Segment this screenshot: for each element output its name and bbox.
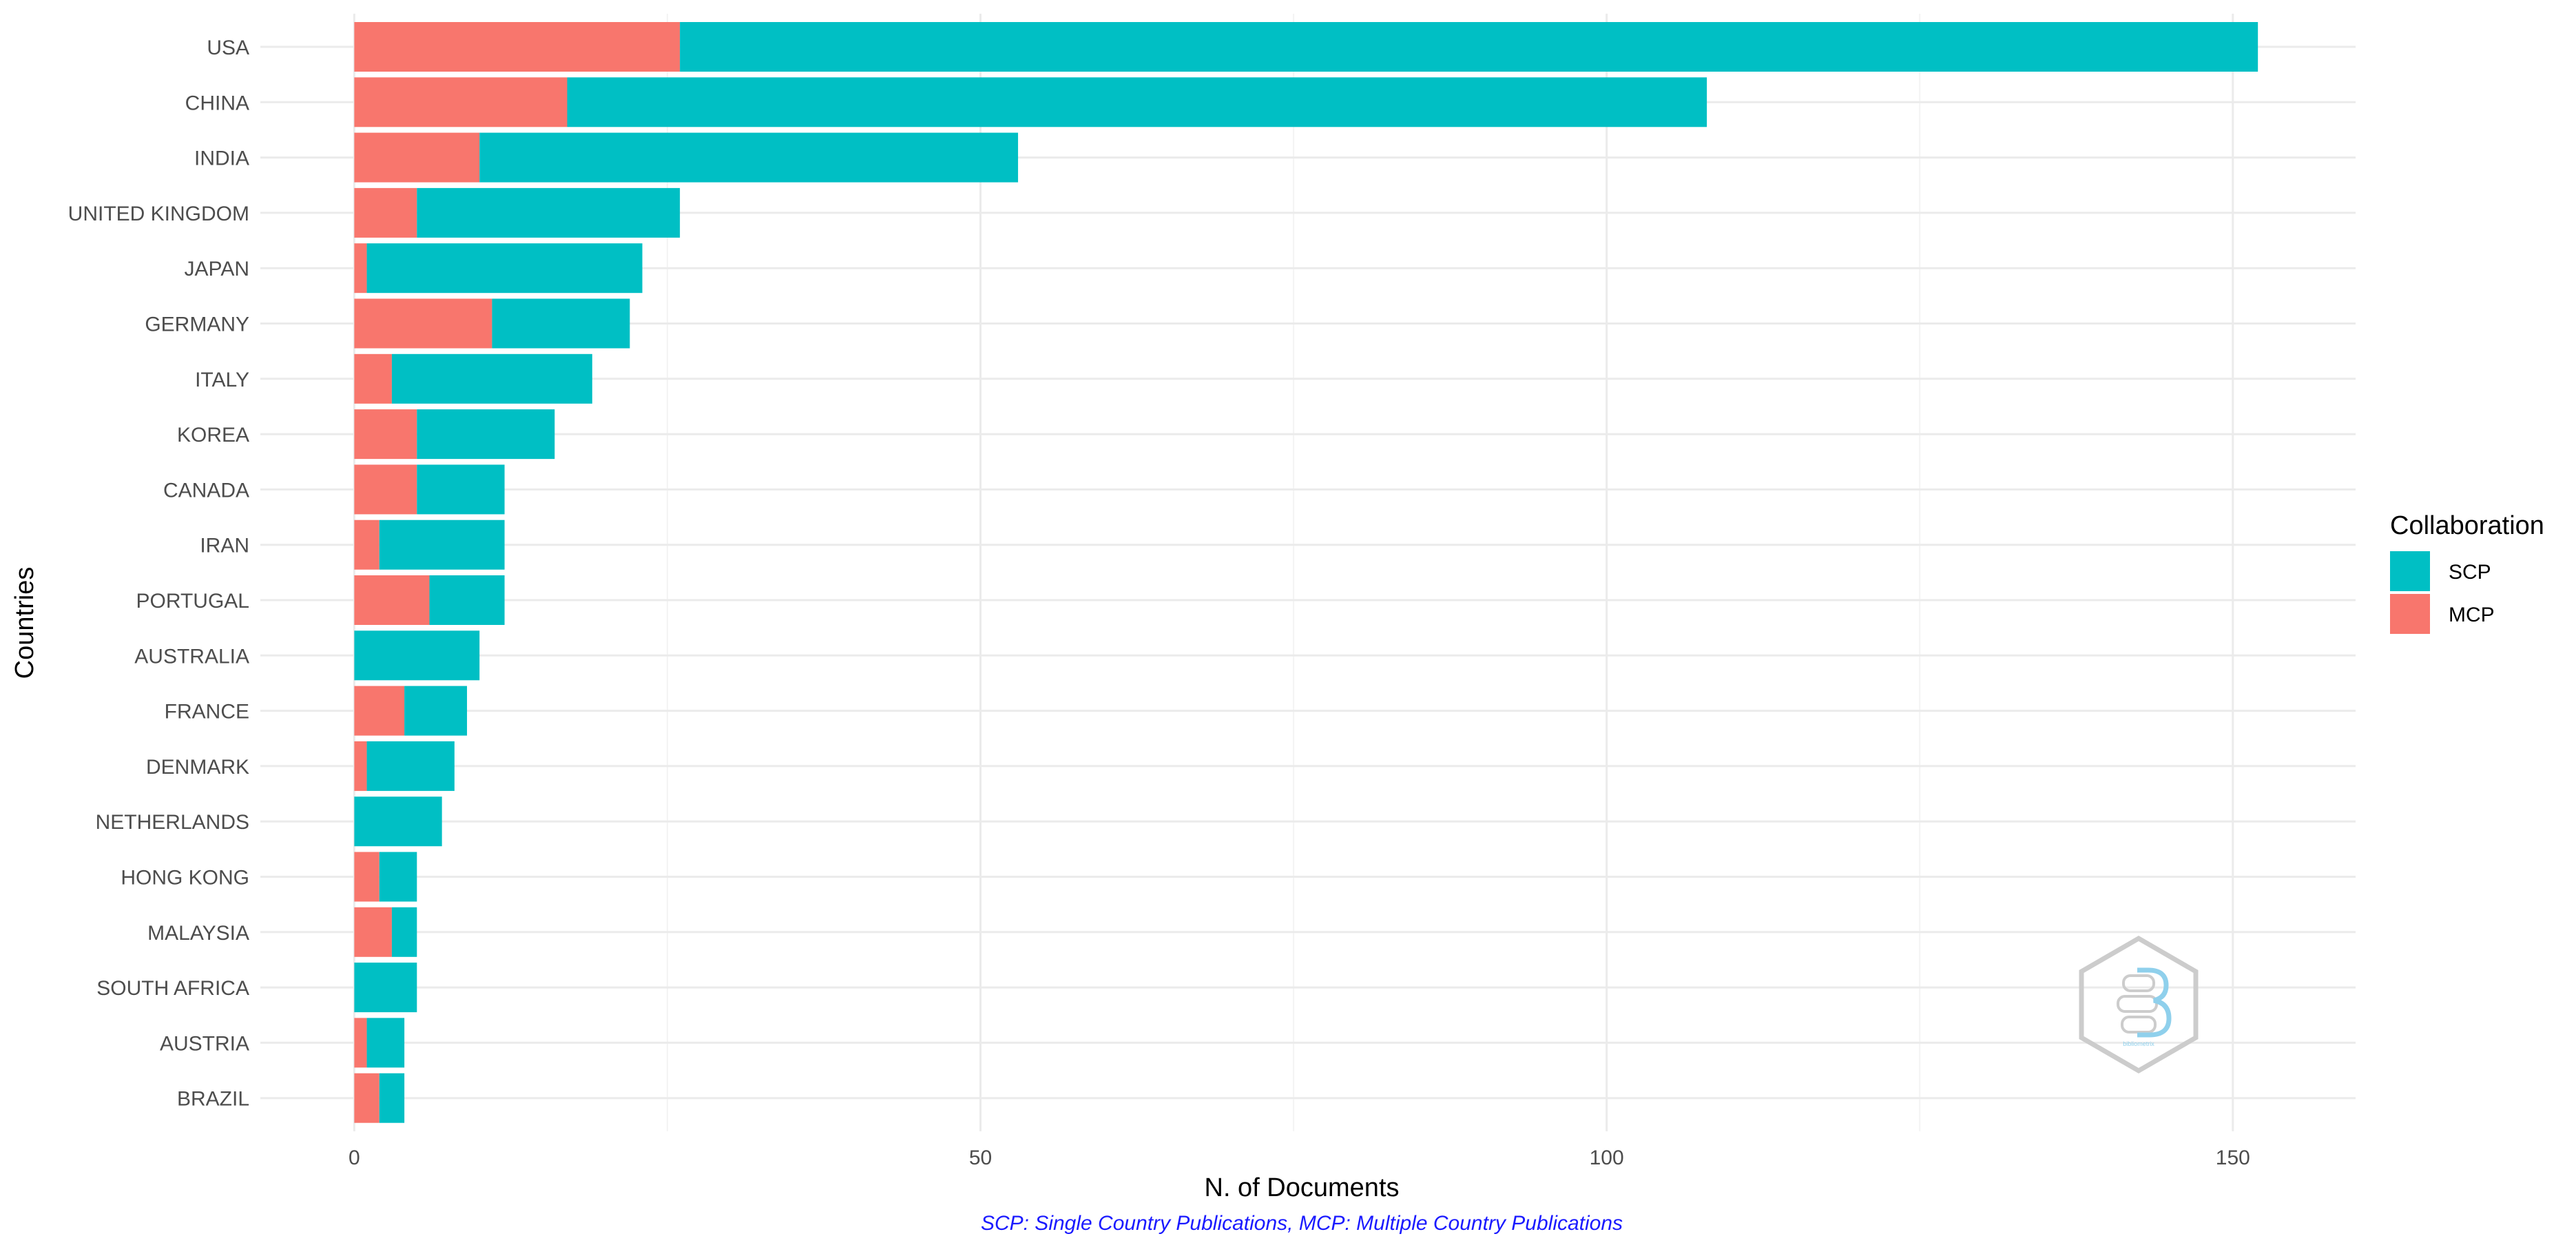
bar-mcp xyxy=(354,852,380,902)
legend-label-scp: SCP xyxy=(2449,561,2491,584)
bar-mcp xyxy=(354,686,405,736)
bar-mcp xyxy=(354,741,367,791)
x-tick-label: 50 xyxy=(969,1147,992,1169)
bar-scp xyxy=(429,575,505,625)
y-tick-label: INDIA xyxy=(194,147,249,170)
bar-scp xyxy=(366,243,643,294)
x-tick-label: 0 xyxy=(349,1147,360,1169)
y-tick-label: AUSTRIA xyxy=(160,1032,249,1055)
y-axis-title: Countries xyxy=(10,567,39,679)
bar-mcp xyxy=(354,464,417,515)
bar-scp xyxy=(680,22,2258,72)
x-axis-tick-labels: 0 50 100 150 xyxy=(349,1147,2250,1169)
bar-scp xyxy=(379,520,505,570)
legend-swatch-mcp xyxy=(2390,594,2430,634)
y-axis-tick-labels: USA CHINA INDIA UNITED KINGDOM JAPAN GERMANY I… xyxy=(68,37,249,1111)
y-tick-label: KOREA xyxy=(177,424,249,446)
y-tick-label: PORTUGAL xyxy=(136,590,250,613)
bar-mcp xyxy=(354,575,430,625)
bar-mcp xyxy=(354,132,480,183)
y-tick-label: JAPAN xyxy=(185,258,249,280)
y-tick-label: NETHERLANDS xyxy=(96,811,249,834)
bar-mcp xyxy=(354,907,392,957)
bar-mcp xyxy=(354,77,568,127)
y-tick-label: DENMARK xyxy=(146,756,249,779)
y-tick-label: GERMANY xyxy=(145,314,249,336)
logo-bar-top xyxy=(2122,974,2155,992)
y-tick-label: IRAN xyxy=(200,535,249,557)
bar-scp xyxy=(366,1018,405,1068)
bar-scp xyxy=(492,298,630,349)
bar-scp xyxy=(354,963,417,1013)
bar-mcp xyxy=(354,298,492,349)
bar-scp xyxy=(366,741,455,791)
bar-scp xyxy=(379,852,417,902)
legend: Collaboration SCP MCP xyxy=(2390,511,2544,634)
bar-scp xyxy=(354,796,442,847)
bar-mcp xyxy=(354,22,681,72)
x-axis-title: N. of Documents xyxy=(1205,1173,1400,1202)
bar-scp xyxy=(391,353,592,404)
bar-scp xyxy=(417,464,505,515)
logo-b-shape xyxy=(2137,967,2172,1038)
bar-scp xyxy=(417,409,555,460)
y-tick-label: FRANCE xyxy=(165,701,249,723)
logo-bar-middle xyxy=(2117,995,2158,1013)
y-tick-label: CANADA xyxy=(163,479,249,502)
logo-bar-bottom xyxy=(2121,1016,2157,1034)
y-tick-label: MALAYSIA xyxy=(147,922,249,945)
bar-mcp xyxy=(354,409,417,460)
y-tick-label: USA xyxy=(207,37,249,59)
bar-scp xyxy=(391,907,417,957)
legend-swatch-scp xyxy=(2390,551,2430,591)
y-tick-label: SOUTH AFRICA xyxy=(96,977,249,1000)
legend-items: SCP MCP xyxy=(2390,551,2495,634)
bar-mcp xyxy=(354,520,380,570)
bar-mcp xyxy=(354,353,392,404)
y-tick-label: ITALY xyxy=(195,369,249,391)
x-tick-label: 100 xyxy=(1590,1147,1624,1169)
bar-scp xyxy=(404,686,468,736)
bar-scp xyxy=(379,1073,405,1123)
legend-label-mcp: MCP xyxy=(2449,604,2495,626)
bibliometrix-logo-icon: bibliometrix xyxy=(2079,935,2199,1074)
bar-mcp xyxy=(354,243,367,294)
logo-text: bibliometrix xyxy=(2123,1040,2154,1047)
legend-title: Collaboration xyxy=(2390,511,2544,540)
logo-hexagon-outline xyxy=(2079,935,2199,1074)
bar-scp xyxy=(479,132,1019,183)
y-tick-label: CHINA xyxy=(185,92,249,114)
chart-caption: SCP: Single Country Publications, MCP: M… xyxy=(981,1212,1623,1235)
bar-scp xyxy=(417,187,681,238)
bar-scp xyxy=(567,77,1707,127)
bar-mcp xyxy=(354,187,417,238)
y-tick-label: UNITED KINGDOM xyxy=(68,203,249,225)
bar-mcp xyxy=(354,1018,367,1068)
y-tick-label: AUSTRALIA xyxy=(134,645,249,668)
bar-mcp xyxy=(354,1073,380,1123)
y-tick-label: HONG KONG xyxy=(121,867,249,890)
bars xyxy=(354,22,2258,1123)
bar-scp xyxy=(354,630,480,681)
y-tick-label: BRAZIL xyxy=(177,1088,249,1111)
x-tick-label: 150 xyxy=(2216,1147,2250,1169)
